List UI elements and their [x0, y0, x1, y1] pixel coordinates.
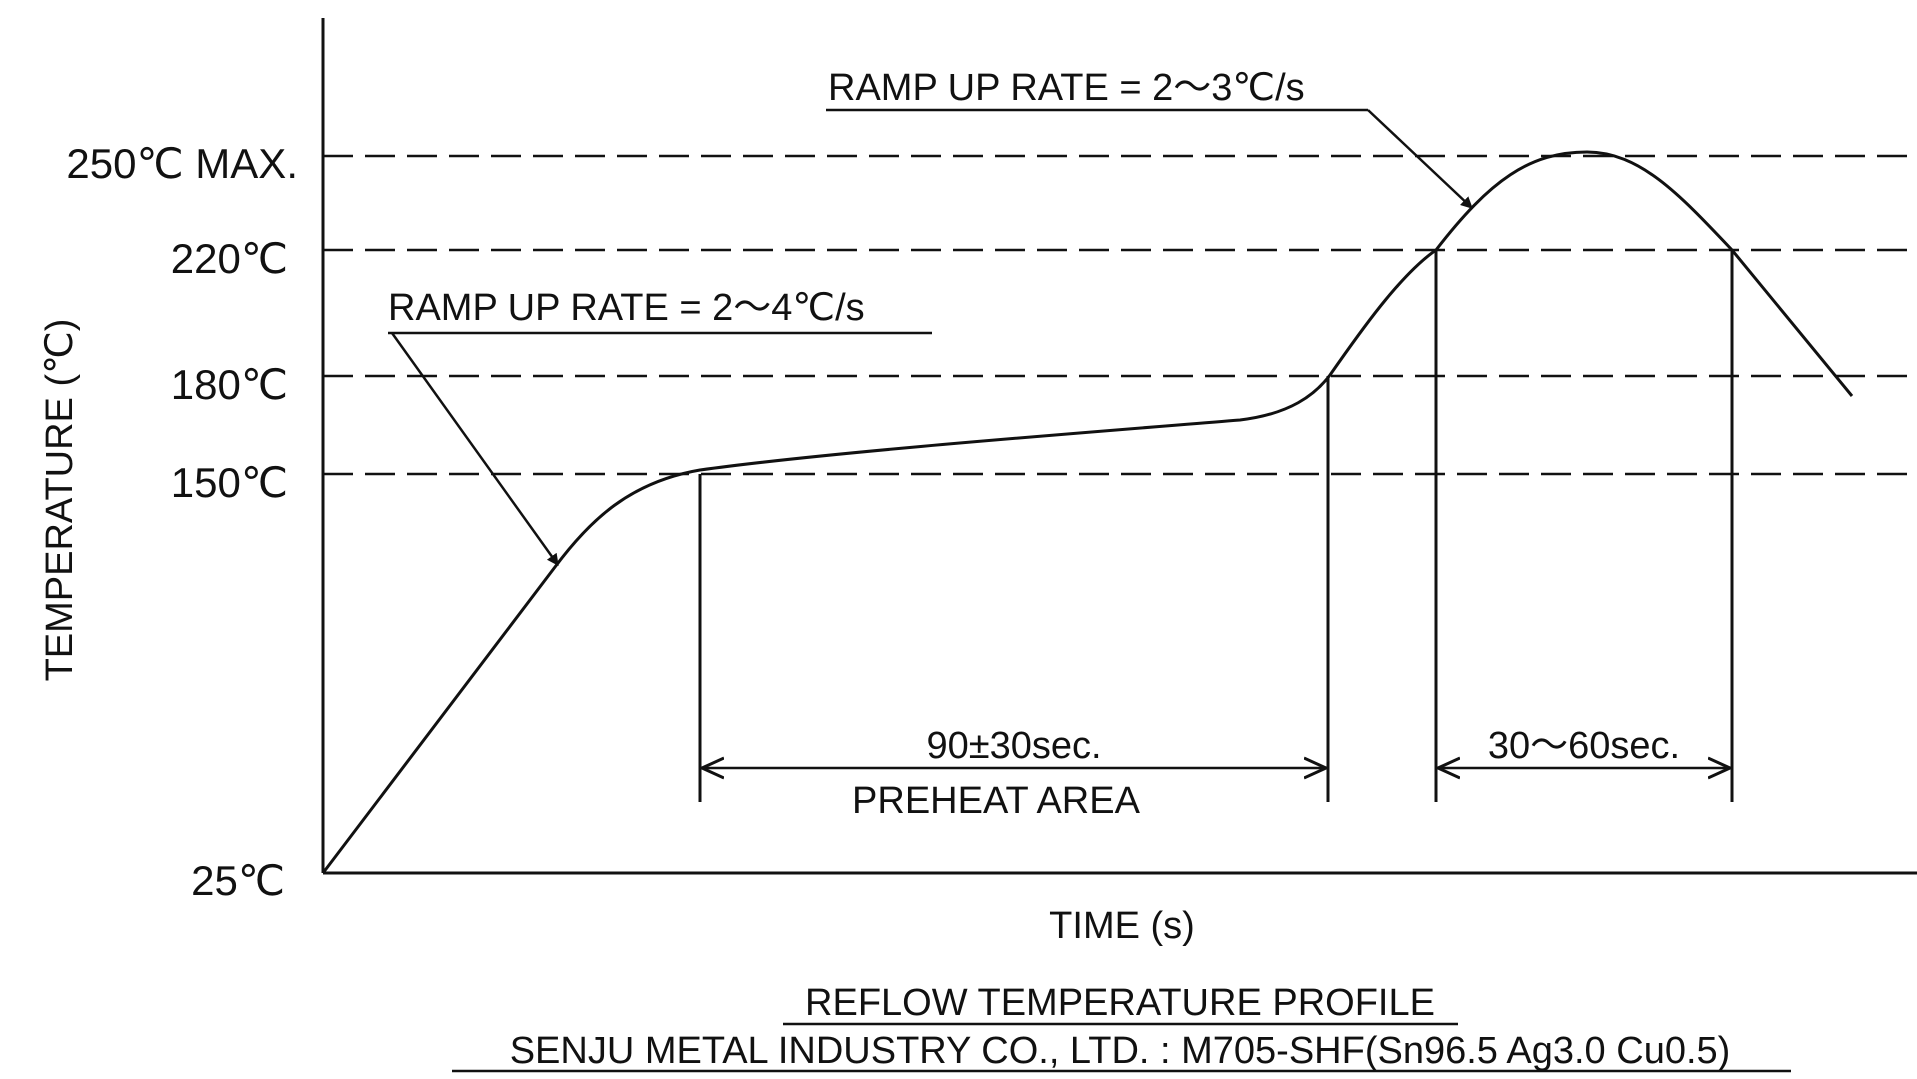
ramp-up-rate-2-label: RAMP UP RATE = 2～3℃/s [828, 67, 1305, 109]
diagram-subtitle: SENJU METAL INDUSTRY CO., LTD. : M705-SH… [510, 1030, 1731, 1072]
y-label-25: 25℃ [191, 857, 285, 904]
preheat-time-label: 90±30sec. [926, 725, 1101, 767]
x-axis-title: TIME (s) [1049, 905, 1195, 947]
y-label-250: 250℃ MAX. [66, 140, 298, 187]
temperature-profile-curve [321, 150, 1854, 874]
y-label-150: 150℃ [171, 459, 288, 506]
y-axis-title: TEMPERATURE (℃) [39, 319, 81, 682]
preheat-area-label: PREHEAT AREA [852, 780, 1141, 822]
y-label-220: 220℃ [171, 235, 288, 282]
ramp-up-rate-1-label: RAMP UP RATE = 2～4℃/s [388, 287, 865, 329]
diagram-title: REFLOW TEMPERATURE PROFILE [805, 982, 1435, 1024]
ramp-up-rate-2-leader [1367, 109, 1473, 209]
ramp-up-rate-1-leader [390, 332, 560, 566]
reflow-time-label: 30～60sec. [1488, 725, 1680, 767]
y-label-180: 180℃ [171, 361, 288, 408]
